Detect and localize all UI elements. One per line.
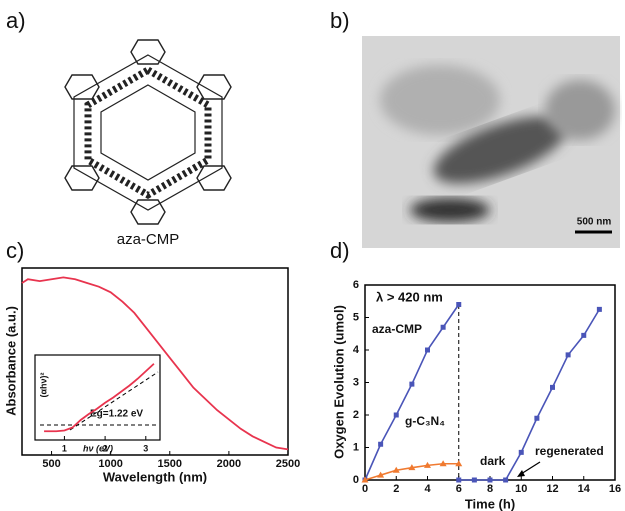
y-axis-label: Oxygen Evolution (umol) — [331, 305, 346, 459]
marker — [565, 352, 571, 358]
tem-image: 500 nm — [362, 36, 620, 248]
x-tick-label: 12 — [546, 483, 558, 495]
series-line — [21, 276, 289, 451]
inset-x-label: hν (eV) — [83, 443, 113, 453]
marker — [503, 477, 509, 483]
marker — [392, 466, 400, 473]
annotation: regenerated — [535, 444, 604, 458]
marker — [534, 415, 540, 421]
x-tick-label: 2000 — [217, 458, 241, 470]
y-tick-label: 3 — [353, 376, 359, 388]
panel-label: c) — [6, 238, 24, 263]
x-tick-label: 0 — [362, 483, 368, 495]
marker — [440, 324, 446, 330]
x-tick-label: 1500 — [158, 458, 182, 470]
marker — [518, 449, 524, 455]
x-tick-label: 3 — [143, 443, 148, 453]
y-tick-label: 4 — [353, 344, 360, 356]
marker — [456, 477, 462, 483]
panel-label: d) — [330, 238, 350, 263]
marker — [425, 347, 430, 353]
marker — [361, 476, 369, 483]
marker — [596, 306, 602, 312]
annotation: Eg=1.22 eV — [90, 409, 143, 420]
series-label: aza-CMP — [372, 322, 422, 336]
marker — [378, 441, 384, 447]
marker — [439, 460, 447, 467]
marker — [377, 471, 385, 478]
plot-frame — [21, 267, 289, 456]
x-tick-label: 1000 — [98, 458, 122, 470]
annotation: dark — [480, 454, 506, 468]
tangent — [69, 371, 159, 431]
scale-bar-label: 500 nm — [577, 217, 612, 228]
y-tick-label: 0 — [353, 474, 359, 486]
panel-label: a) — [6, 8, 26, 33]
x-tick-label: 10 — [515, 483, 527, 495]
x-tick-label: 6 — [456, 483, 462, 495]
x-tick-label: 2500 — [276, 458, 300, 470]
marker — [487, 477, 493, 483]
y-tick-label: 5 — [353, 311, 359, 323]
y-tick-label: 1 — [353, 441, 359, 453]
y-tick-label: 2 — [353, 409, 359, 421]
marker — [424, 461, 431, 468]
inset-y-label: (αhν)² — [38, 372, 48, 397]
x-tick-label: 16 — [609, 483, 621, 495]
x-tick-label: 4 — [424, 483, 431, 495]
marker — [456, 302, 462, 307]
arrow-head — [517, 470, 525, 477]
marker — [409, 381, 415, 387]
marker — [455, 460, 463, 467]
marker — [471, 477, 477, 483]
x-tick-label: 500 — [42, 458, 60, 470]
molecule-label: aza-CMP — [117, 231, 180, 248]
molecule — [64, 39, 232, 225]
panel-label: b) — [330, 8, 350, 33]
x-tick-label: 1 — [62, 443, 67, 453]
marker — [581, 332, 587, 338]
x-axis-label: Time (h) — [465, 496, 515, 511]
arrow — [520, 461, 541, 475]
inset-frame — [34, 354, 161, 441]
x-tick-label: 2 — [103, 443, 108, 453]
y-axis-label: Absorbance (a.u.) — [3, 306, 18, 416]
x-axis-label: Wavelength (nm) — [103, 469, 207, 484]
marker — [393, 412, 399, 418]
marker — [408, 464, 416, 471]
series-line — [44, 363, 155, 433]
series-label: g-C₃N₄ — [405, 414, 445, 428]
x-tick-label: 14 — [578, 483, 591, 495]
x-tick-label: 8 — [487, 483, 493, 495]
marker — [550, 384, 555, 390]
y-tick-label: 6 — [353, 279, 359, 291]
x-tick-label: 2 — [393, 483, 399, 495]
annotation: λ > 420 nm — [376, 289, 443, 304]
